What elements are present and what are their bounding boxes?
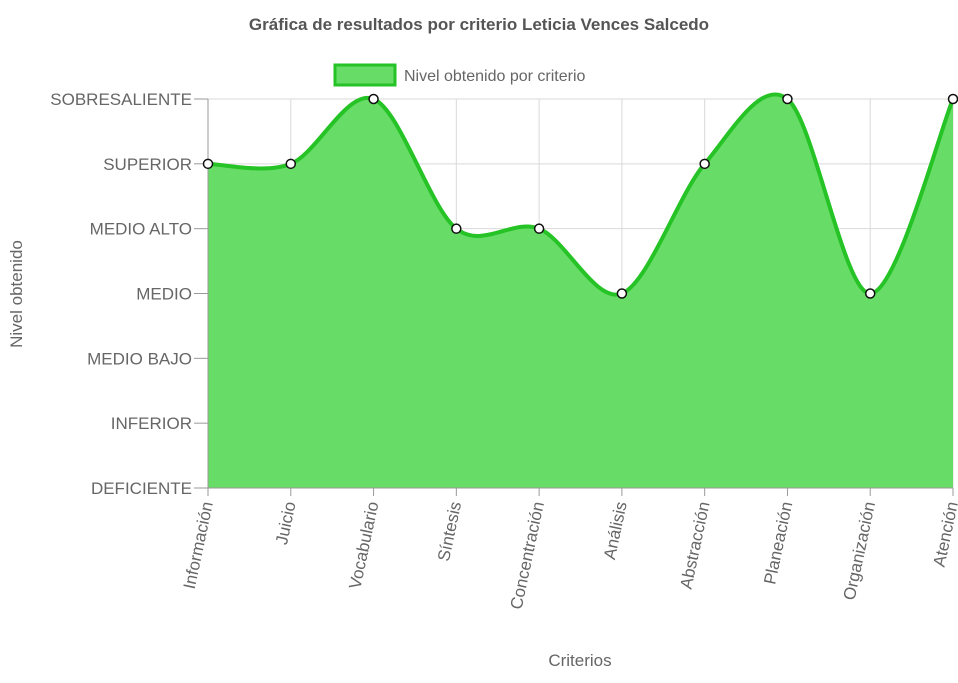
data-point-5	[616, 288, 628, 299]
y-tick-label: DEFICIENTE	[91, 479, 192, 498]
point-layer	[202, 93, 958, 299]
y-tick-label: SOBRESALIENTE	[50, 90, 192, 109]
x-tick-label: Planeación	[760, 500, 796, 586]
data-point-7	[782, 93, 793, 105]
x-tick-label: Análisis	[600, 500, 631, 561]
x-axis-label: Criterios	[548, 651, 611, 670]
x-tick-label: Abstracción	[677, 500, 714, 591]
data-point-2	[368, 93, 379, 105]
data-point-0	[202, 158, 214, 170]
y-tick-label: MEDIO ALTO	[90, 220, 192, 239]
legend[interactable]: Nivel obtenido por criterio	[333, 63, 586, 87]
data-point-3	[451, 223, 462, 234]
y-axis-label: Nivel obtenido	[7, 240, 26, 348]
data-point-9	[947, 93, 958, 105]
area-layer	[206, 92, 955, 489]
data-point-8	[864, 288, 876, 299]
data-point-1	[285, 158, 297, 170]
y-tick-label: INFERIOR	[111, 414, 192, 433]
data-point-6	[699, 158, 710, 170]
x-tick-label: Vocabulario	[345, 500, 382, 591]
x-tick-label: Organización	[840, 500, 879, 602]
y-tick-label: SUPERIOR	[103, 155, 192, 174]
y-tick-label: MEDIO BAJO	[87, 349, 192, 368]
x-tick-label: Atención	[930, 500, 958, 569]
series-area-fill	[208, 94, 953, 489]
x-tick-label: Información	[180, 500, 217, 591]
x-tick-label: Juicio	[272, 500, 300, 546]
legend-swatch	[333, 63, 397, 87]
x-tick-label: Síntesis	[434, 500, 465, 563]
legend-label: Nivel obtenido por criterio	[404, 68, 586, 85]
chart-title: Gráfica de resultados por criterio Letic…	[249, 15, 709, 34]
x-tick-label: Concentración	[507, 500, 548, 611]
y-tick-label: MEDIO	[136, 285, 192, 304]
data-point-4	[533, 223, 545, 234]
